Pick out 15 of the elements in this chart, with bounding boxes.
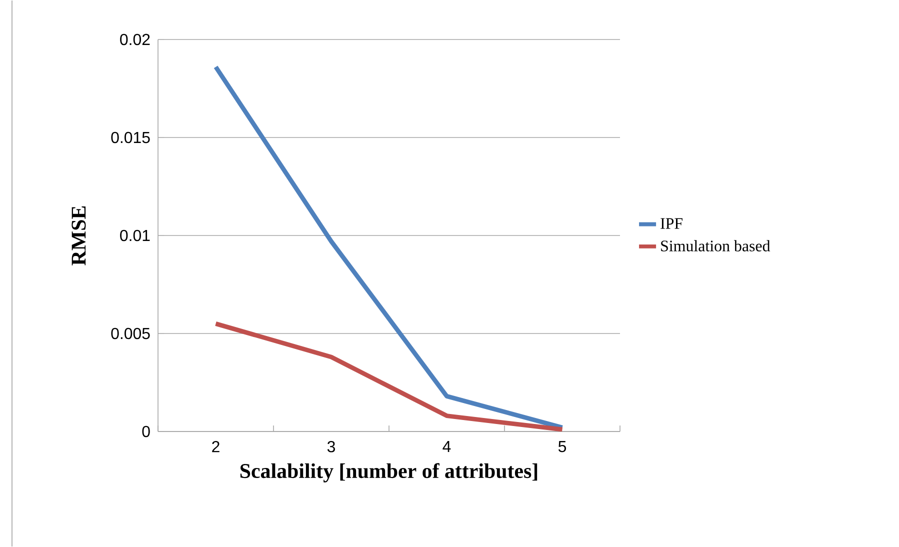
x-tick-label: 4: [442, 441, 451, 452]
y-axis-title: RMSE: [72, 206, 86, 266]
y-tick-label: 0.02: [120, 34, 150, 46]
line-series: [214, 64, 564, 430]
x-axis-title: Scalability [number of attributes]: [240, 463, 538, 482]
legend-label: Simulation based: [661, 240, 770, 252]
y-tick-label: 0.005: [111, 328, 150, 340]
y-tick-label: 0: [142, 426, 150, 438]
y-tick-label: 0.01: [120, 230, 150, 242]
legend-label: IPF: [660, 218, 682, 229]
x-tick-label: 3: [327, 441, 335, 452]
y-tick-label: 0.015: [111, 132, 150, 144]
x-tick-label: 5: [558, 441, 566, 452]
x-tick-label: 2: [212, 441, 220, 452]
line-series: [214, 321, 564, 432]
